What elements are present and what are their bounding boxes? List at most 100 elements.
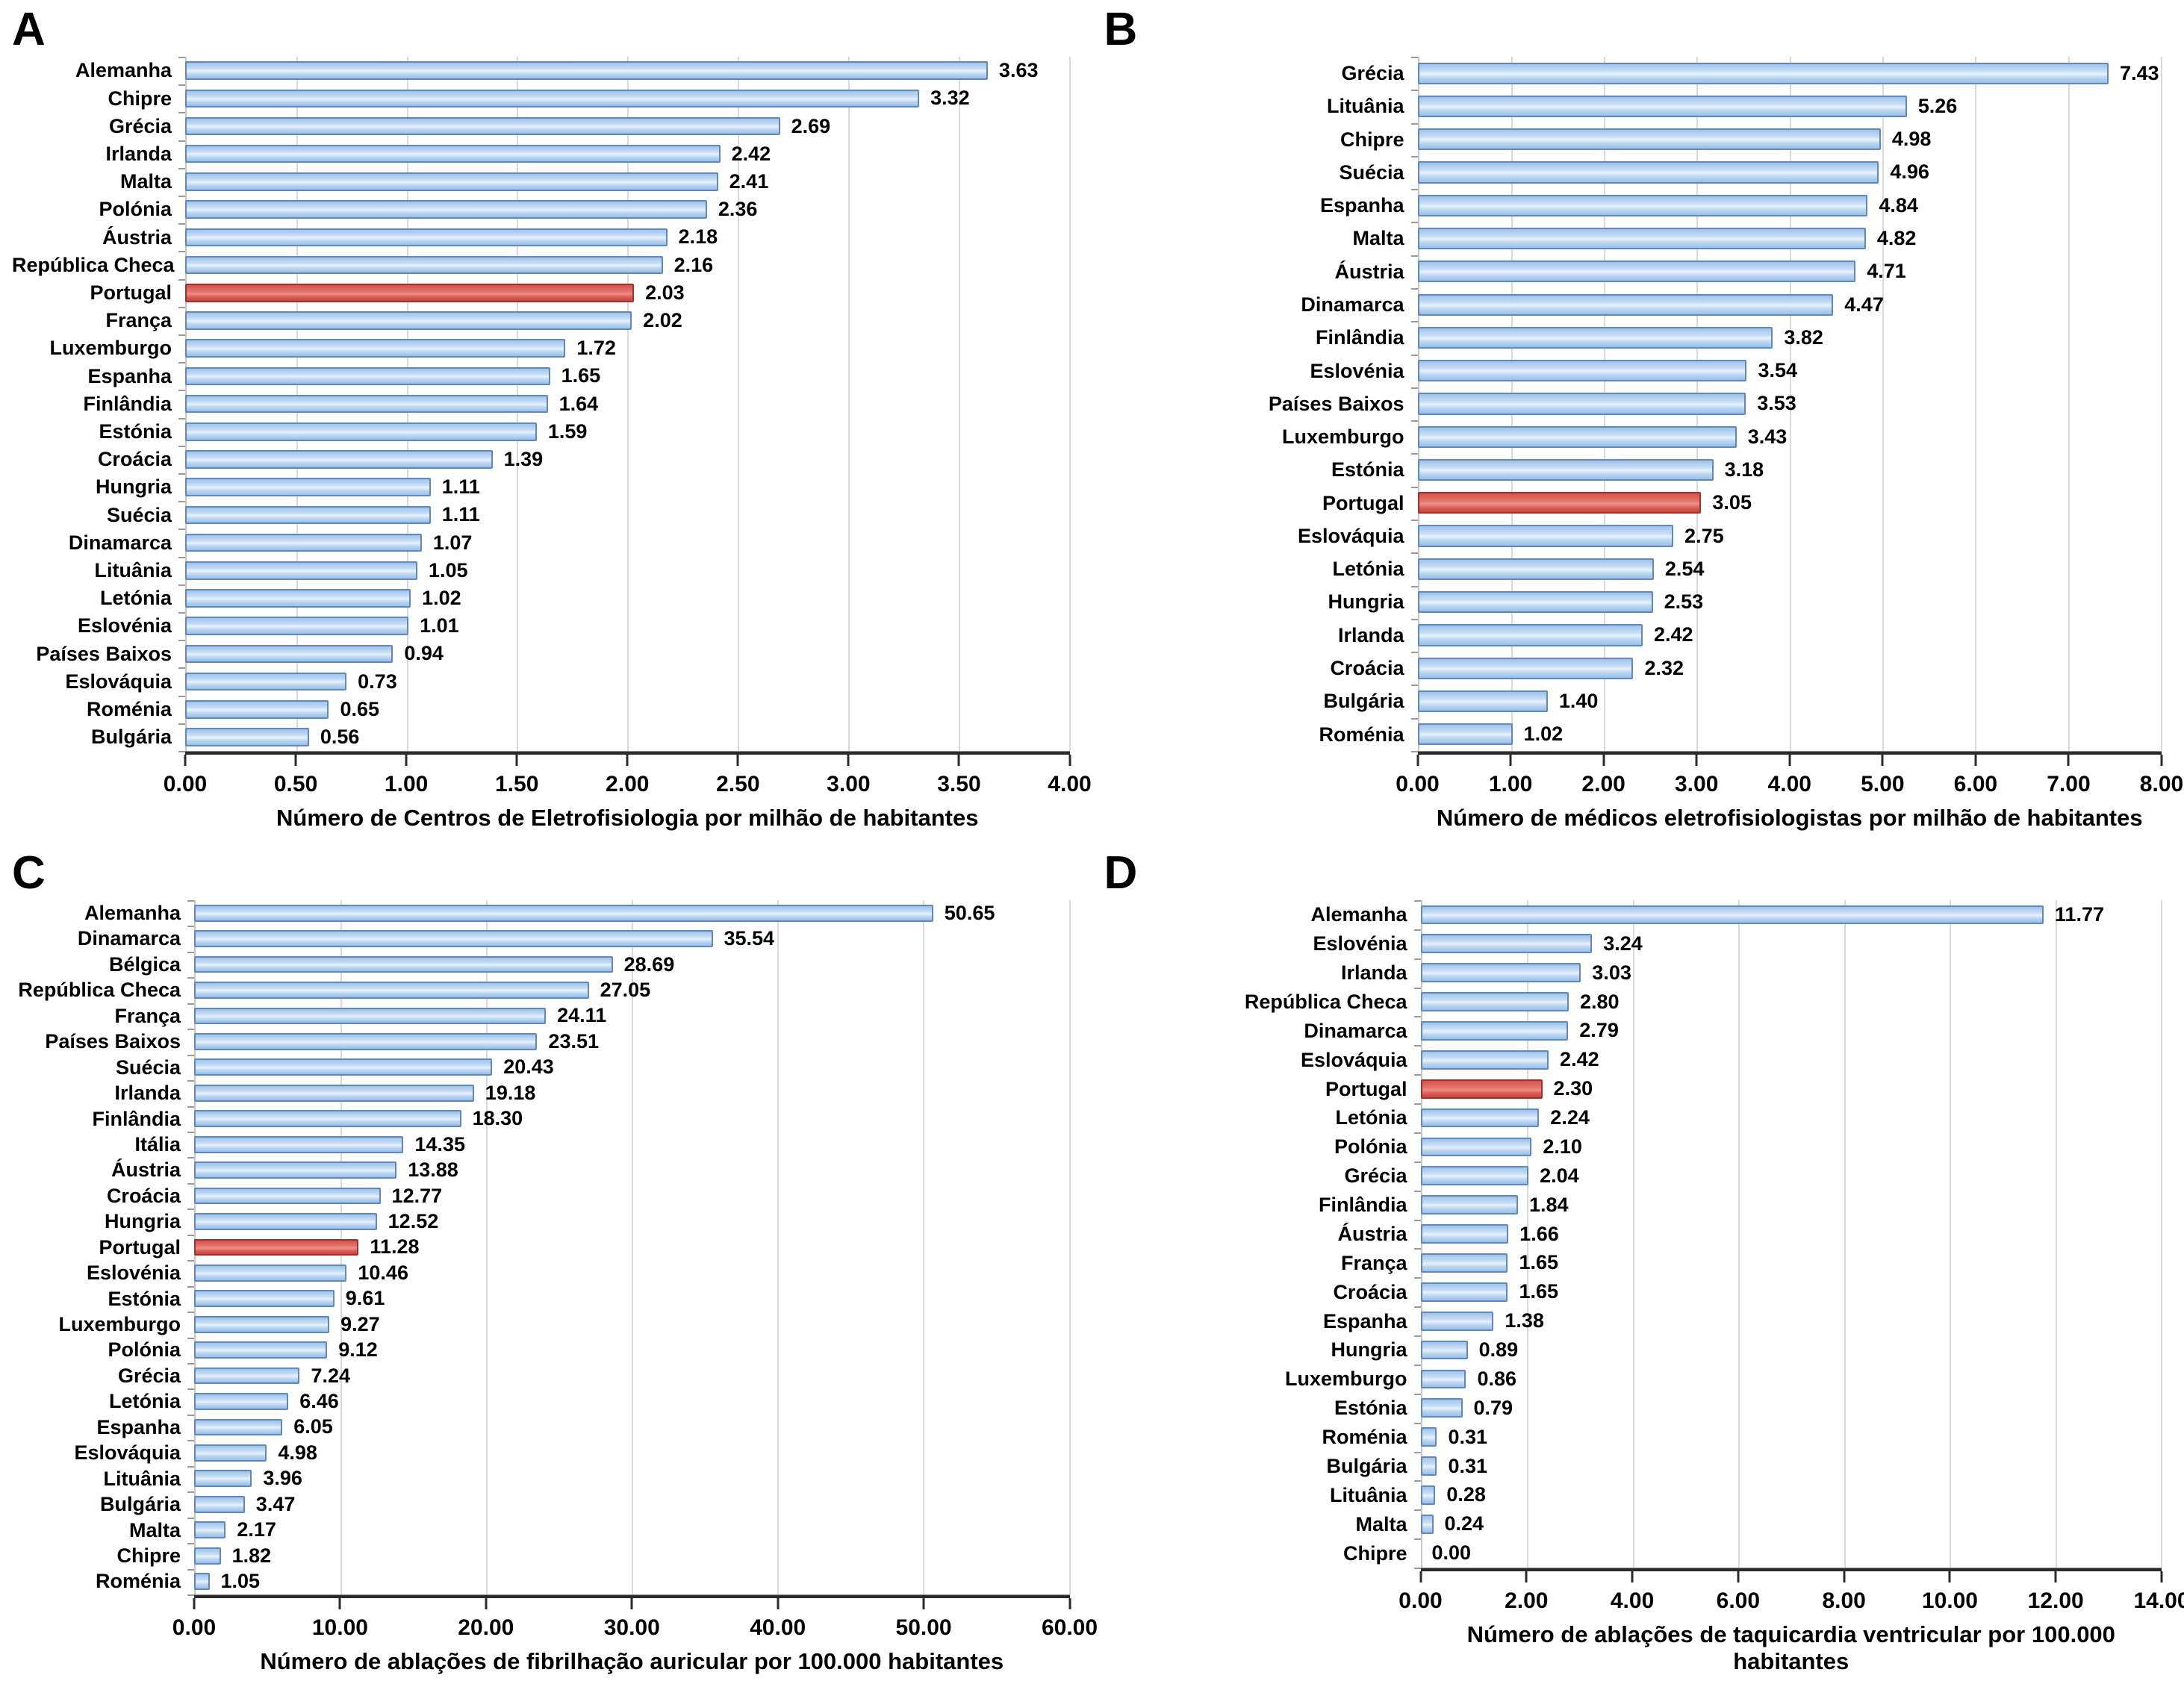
bar-row: Estónia 0.79 — [1104, 1394, 2162, 1423]
category-label: República Checa — [18, 979, 181, 1002]
gridline — [486, 900, 488, 1594]
value-label: 2.54 — [1664, 557, 1705, 580]
bar-track: 1.02 — [185, 584, 1070, 612]
value-label: 2.53 — [1664, 590, 1704, 614]
bar — [1420, 1137, 1532, 1157]
x-axis-tick-label: 0.00 — [163, 772, 208, 796]
value-label: 6.05 — [293, 1415, 333, 1438]
value-label: 7.24 — [311, 1364, 351, 1387]
value-label: 4.98 — [278, 1441, 317, 1464]
y-axis-tick — [1410, 453, 1418, 455]
value-label: 2.16 — [673, 253, 714, 276]
bar — [1417, 293, 1834, 316]
y-axis-tick — [1413, 1335, 1421, 1338]
y-axis-tick — [1413, 929, 1421, 931]
bar-row: Roménia 0.65 — [12, 696, 1070, 723]
gridline — [847, 57, 850, 751]
value-label: 1.11 — [441, 503, 480, 526]
y-axis-tick — [1413, 1538, 1421, 1541]
gridline — [1632, 900, 1634, 1568]
bar-track: 2.42 — [1417, 619, 2162, 652]
value-label: 50.65 — [944, 901, 995, 924]
x-axis-tick-label: 3.00 — [827, 772, 871, 796]
bar-track: 3.24 — [1420, 929, 2162, 958]
y-axis-tick — [187, 1517, 194, 1519]
y-axis-tick — [1410, 255, 1418, 257]
value-label: 24.11 — [557, 1004, 607, 1027]
panel-b: B Grécia 7.43 Lituânia 5.26 Chipre 4.98 — [1092, 0, 2184, 844]
bar-row: Eslováquia 2.75 — [1104, 520, 2162, 552]
bar-row: Países Baixos 23.51 — [12, 1029, 1070, 1054]
category-label: Luxemburgo — [1284, 1368, 1407, 1391]
bar — [1417, 227, 1866, 250]
category-label: Finlândia — [83, 392, 172, 415]
bar-track: 0.86 — [1420, 1365, 2162, 1394]
category-label: Áustria — [1337, 1222, 1407, 1245]
bar-track: 0.94 — [185, 640, 1070, 667]
bar-track: 4.98 — [1417, 123, 2162, 156]
value-label: 3.32 — [930, 87, 970, 110]
bar-row: República Checa 2.80 — [1104, 988, 2162, 1017]
category-label: Chipre — [1343, 1541, 1407, 1565]
value-label: 0.73 — [358, 670, 397, 693]
category-label: Grécia — [108, 114, 172, 137]
y-axis-tick — [178, 723, 185, 725]
x-axis-tick-label: 0.00 — [1396, 772, 1440, 796]
y-axis-tick — [187, 977, 194, 979]
bar — [194, 1315, 330, 1333]
bar-row: Bulgária 0.56 — [12, 723, 1070, 751]
y-axis-tick — [1413, 1045, 1421, 1047]
bar-row: Roménia 0.31 — [1104, 1423, 2162, 1452]
y-axis-tick — [178, 584, 185, 586]
bar — [185, 533, 422, 552]
value-label: 1.05 — [220, 1570, 261, 1593]
y-axis-tick — [178, 334, 185, 336]
x-axis-tick-label: 10.00 — [311, 1615, 368, 1640]
x-axis-title: Número de médicos eletrofisiologistas po… — [1436, 805, 2143, 831]
y-axis-tick — [178, 417, 185, 420]
bar-row: Irlanda 3.03 — [1104, 958, 2162, 988]
category-label: Chipre — [1340, 128, 1404, 151]
x-axis-tick — [515, 755, 518, 766]
bar-row: Luxemburgo 1.72 — [12, 334, 1070, 362]
category-label: Hungria — [1328, 590, 1404, 614]
category-label: Luxemburgo — [1281, 425, 1404, 449]
bar — [194, 1521, 226, 1539]
category-label: Eslováquia — [74, 1441, 181, 1465]
bar-track: 19.18 — [194, 1080, 1070, 1106]
category-label: Eslovénia — [1310, 359, 1404, 382]
y-axis-tick — [1410, 287, 1418, 290]
y-axis-tick — [187, 1054, 194, 1056]
y-axis-tick — [187, 926, 194, 928]
y-axis-tick — [187, 1362, 194, 1365]
bar-row: Grécia 7.43 — [1104, 57, 2162, 90]
y-axis-tick — [1413, 1016, 1421, 1018]
bar — [185, 339, 566, 358]
x-axis-tick — [1416, 755, 1419, 766]
bar-track: 2.03 — [185, 279, 1070, 307]
bar-row: Alemanha 50.65 — [12, 900, 1070, 926]
bar-track: 3.63 — [185, 57, 1070, 84]
bar-track: 1.65 — [185, 362, 1070, 390]
value-label: 20.43 — [503, 1055, 554, 1079]
y-axis-tick — [1410, 189, 1418, 191]
y-axis-tick — [187, 1594, 194, 1596]
bar-row: Hungria 1.11 — [12, 473, 1070, 501]
bar-track: 4.47 — [1417, 288, 2162, 321]
bar — [1420, 1108, 1540, 1128]
category-label: Dinamarca — [68, 531, 172, 554]
bar — [1420, 1224, 1509, 1244]
x-axis-tick-label: 8.00 — [1822, 1588, 1866, 1613]
plot-area: Alemanha 11.77 Eslovénia 3.24 Irlanda 3.… — [1104, 900, 2162, 1569]
bar-track: 0.28 — [1420, 1481, 2162, 1510]
highlight-bar — [185, 283, 635, 302]
gridline — [627, 57, 629, 751]
y-axis-tick — [1410, 585, 1418, 587]
value-label: 0.31 — [1448, 1454, 1488, 1477]
category-label: Polónia — [108, 1338, 181, 1362]
bar-track: 10.46 — [194, 1260, 1070, 1285]
bar-row: Portugal 11.28 — [12, 1235, 1070, 1260]
bar — [185, 367, 550, 386]
bar-row: Eslovénia 3.24 — [1104, 929, 2162, 958]
bar — [185, 505, 431, 525]
